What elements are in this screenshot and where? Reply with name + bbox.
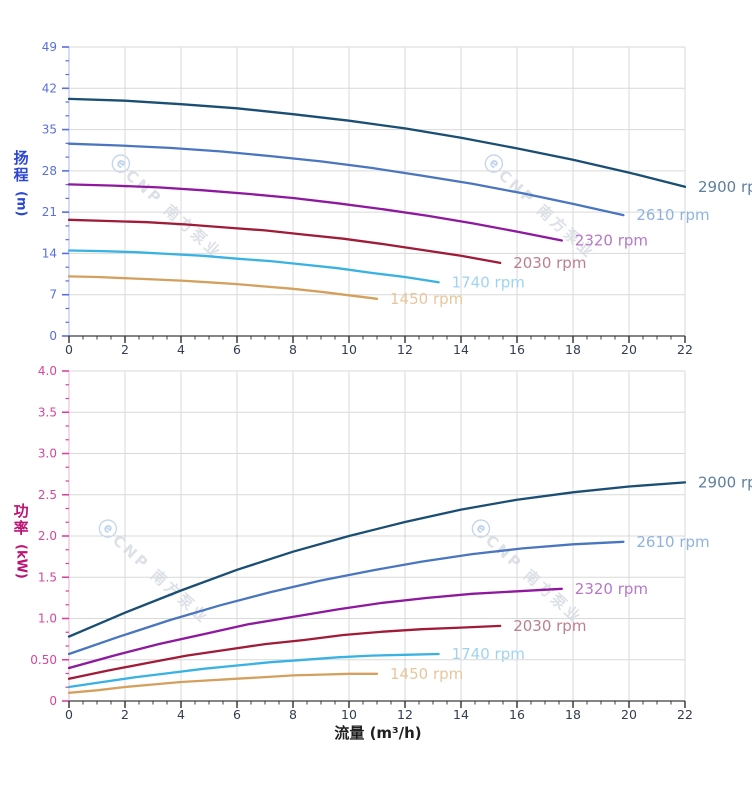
x-tick-label: 8 bbox=[289, 707, 297, 722]
x-tick-label: 10 bbox=[341, 707, 357, 722]
curve-label-1740-rpm: 1740 rpm bbox=[452, 645, 525, 663]
x-tick-label: 16 bbox=[509, 342, 525, 357]
curve-label-2610-rpm: 2610 rpm bbox=[636, 206, 709, 224]
y-tick-label: 0 bbox=[49, 329, 57, 343]
x-tick-label: 18 bbox=[565, 342, 581, 357]
x-tick-label: 4 bbox=[177, 707, 185, 722]
head-y-axis-title: 扬程 (m) bbox=[7, 150, 33, 216]
y-tick-label: 1.5 bbox=[38, 570, 57, 584]
x-tick-label: 22 bbox=[677, 342, 693, 357]
y-tick-label: 4.0 bbox=[38, 364, 57, 378]
y-tick-label: 49 bbox=[42, 40, 57, 54]
y-tick-label: 3.0 bbox=[38, 447, 57, 461]
curve-label-1450-rpm: 1450 rpm bbox=[390, 290, 463, 308]
x-tick-label: 16 bbox=[509, 707, 525, 722]
x-tick-label: 0 bbox=[65, 707, 73, 722]
curve-label-1450-rpm: 1450 rpm bbox=[390, 665, 463, 683]
curve-2900-rpm bbox=[67, 481, 687, 638]
curve-2030-rpm bbox=[67, 218, 502, 265]
curve-2610-rpm bbox=[67, 142, 625, 217]
y-tick-label: 1.0 bbox=[38, 612, 57, 626]
x-tick-label: 6 bbox=[233, 707, 241, 722]
curve-2900-rpm bbox=[67, 97, 687, 188]
curve-label-2610-rpm: 2610 rpm bbox=[636, 533, 709, 551]
y-tick-label: 28 bbox=[42, 164, 57, 178]
power-y-axis-title-text: 功率 bbox=[11, 503, 30, 537]
curve-label-2900-rpm: 2900 rpm bbox=[698, 178, 752, 196]
curve-label-2900-rpm: 2900 rpm bbox=[698, 473, 752, 491]
curve-1740-rpm bbox=[67, 652, 440, 689]
y-tick-label: 35 bbox=[42, 123, 57, 137]
curve-1450-rpm bbox=[67, 275, 379, 300]
x-tick-label: 4 bbox=[177, 342, 185, 357]
y-tick-label: 0.50 bbox=[30, 653, 57, 667]
y-tick-label: 0 bbox=[49, 694, 57, 708]
x-tick-label: 18 bbox=[565, 707, 581, 722]
x-tick-label: 6 bbox=[233, 342, 241, 357]
curve-1740-rpm bbox=[67, 249, 440, 284]
x-axis-title: 流量 (m³/h) bbox=[334, 724, 422, 742]
power-y-axis-title: 功率 (kW) bbox=[7, 503, 33, 579]
x-tick-label: 2 bbox=[121, 342, 129, 357]
curve-2610-rpm bbox=[67, 540, 625, 656]
x-tick-label: 14 bbox=[453, 707, 469, 722]
y-tick-label: 7 bbox=[49, 288, 57, 302]
y-tick-label: 2.5 bbox=[38, 488, 57, 502]
x-tick-label: 22 bbox=[677, 707, 693, 722]
x-tick-label: 8 bbox=[289, 342, 297, 357]
x-tick-label: 14 bbox=[453, 342, 469, 357]
curve-label-2030-rpm: 2030 rpm bbox=[513, 617, 586, 635]
head-y-axis-unit: (m) bbox=[13, 191, 29, 217]
x-tick-label: 20 bbox=[621, 342, 637, 357]
y-tick-label: 42 bbox=[42, 81, 57, 95]
curve-label-1740-rpm: 1740 rpm bbox=[452, 273, 525, 291]
curve-label-2320-rpm: 2320 rpm bbox=[575, 231, 648, 249]
x-tick-label: 12 bbox=[397, 342, 413, 357]
head-y-axis-title-text: 扬程 bbox=[11, 150, 30, 184]
x-tick-label: 20 bbox=[621, 707, 637, 722]
y-tick-label: 21 bbox=[42, 205, 57, 219]
x-tick-label: 12 bbox=[397, 707, 413, 722]
curve-2320-rpm bbox=[67, 587, 563, 670]
power-y-axis-unit: (kW) bbox=[13, 544, 29, 579]
curve-1450-rpm bbox=[67, 672, 379, 694]
x-tick-label: 2 bbox=[121, 707, 129, 722]
y-tick-label: 2.0 bbox=[38, 529, 57, 543]
y-tick-label: 3.5 bbox=[38, 405, 57, 419]
y-tick-label: 14 bbox=[42, 246, 57, 260]
x-tick-label: 10 bbox=[341, 342, 357, 357]
x-tick-label: 0 bbox=[65, 342, 73, 357]
curve-label-2030-rpm: 2030 rpm bbox=[513, 254, 586, 272]
curve-label-2320-rpm: 2320 rpm bbox=[575, 580, 648, 598]
curve-2320-rpm bbox=[67, 183, 563, 242]
curve-2030-rpm bbox=[67, 624, 502, 680]
